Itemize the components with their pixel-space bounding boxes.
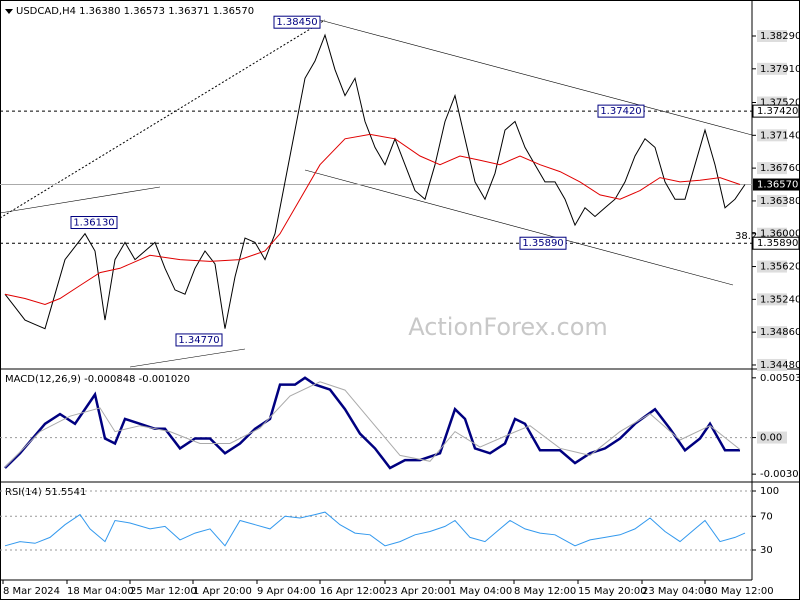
x-tick-label: 8 May 12:00 [514, 586, 576, 597]
rsi-header: RSI(14) 51.5541 [5, 487, 86, 498]
annotation-box [273, 15, 321, 29]
last-price-box [753, 178, 799, 191]
annotation-label: 1.38450 [276, 17, 317, 28]
y-tick-label: 1.36000 [760, 229, 800, 240]
y-tick-label: 1.34480 [760, 360, 800, 371]
y-tick-box [757, 194, 787, 207]
y-tick-label: 1.37520 [760, 97, 800, 108]
x-tick-label: 30 May 12:00 [705, 586, 774, 597]
watermark: ActionForex.com [408, 313, 608, 341]
y-tick-box [757, 162, 787, 175]
channel-line [304, 169, 734, 286]
y-tick-label: 1.37140 [760, 130, 800, 141]
level-box [752, 104, 800, 118]
y-tick-box [757, 260, 787, 273]
x-tick-label: 18 Mar 04:00 [67, 586, 134, 597]
x-tick-label: 1 Apr 20:00 [193, 586, 252, 597]
annotation-label: 1.35890 [522, 238, 563, 249]
series-line [4, 511, 746, 547]
y-tick-box [757, 293, 787, 306]
channel-line [319, 19, 753, 136]
y-tick-label: 1.38290 [760, 31, 800, 42]
y-tick-label: 1.35620 [760, 262, 800, 273]
trend-line [0, 19, 326, 219]
last-price-label: 1.36570 [757, 180, 798, 191]
y-tick-label: 100 [760, 486, 779, 497]
trend-line [0, 186, 161, 214]
y-tick-label: 1.37910 [760, 64, 800, 75]
y-tick-label: 70 [760, 511, 773, 522]
level-label: 1.37420 [757, 106, 798, 117]
y-tick-label: 0.005031 [760, 373, 800, 384]
y-tick-label: 30 [760, 545, 773, 556]
annotation-box [597, 104, 645, 118]
chart-header: USDCAD,H4 1.36380 1.36573 1.36371 1.3657… [16, 6, 254, 17]
x-tick-label: 16 Apr 12:00 [320, 586, 385, 597]
annotation-box [519, 236, 567, 250]
annotation-label: 1.36130 [73, 218, 114, 229]
y-tick-box [757, 431, 787, 444]
annotation-label: 1.34770 [178, 335, 219, 346]
y-tick-box [757, 358, 787, 371]
series-line [4, 381, 741, 468]
x-tick-label: 9 Apr 04:00 [257, 586, 316, 597]
y-tick-label: 1.36380 [760, 196, 800, 207]
annotation-box [175, 333, 223, 347]
series-line [4, 133, 741, 306]
trend-line [129, 348, 246, 368]
x-tick-label: 1 May 04:00 [450, 586, 512, 597]
y-tick-label: 1.34860 [760, 327, 800, 338]
series-line [4, 33, 746, 330]
x-tick-label: 25 Mar 12:00 [130, 586, 197, 597]
annotation-label: 1.37420 [600, 106, 641, 117]
level-box [752, 236, 800, 250]
menu-arrow[interactable] [5, 9, 13, 14]
macd-header: MACD(12,26,9) -0.000848 -0.001020 [5, 374, 190, 385]
x-tick-label: 15 May 20:00 [578, 586, 647, 597]
y-tick-label: -0.003079 [760, 469, 800, 480]
fib-label: 38.2 [735, 231, 757, 242]
y-tick-label: 0.00 [760, 433, 782, 444]
y-tick-box [757, 129, 787, 142]
y-tick-box [757, 326, 787, 339]
x-tick-label: 23 May 04:00 [642, 586, 711, 597]
annotation-box [70, 216, 118, 230]
series-line [4, 376, 740, 470]
x-tick-label: 8 Mar 2024 [3, 586, 60, 597]
x-tick-label: 23 Apr 20:00 [385, 586, 450, 597]
y-tick-label: 1.35240 [760, 294, 800, 305]
level-label: 1.35890 [757, 238, 798, 249]
y-tick-box [757, 30, 787, 43]
y-tick-label: 1.36760 [760, 163, 800, 174]
y-tick-box [757, 62, 787, 75]
